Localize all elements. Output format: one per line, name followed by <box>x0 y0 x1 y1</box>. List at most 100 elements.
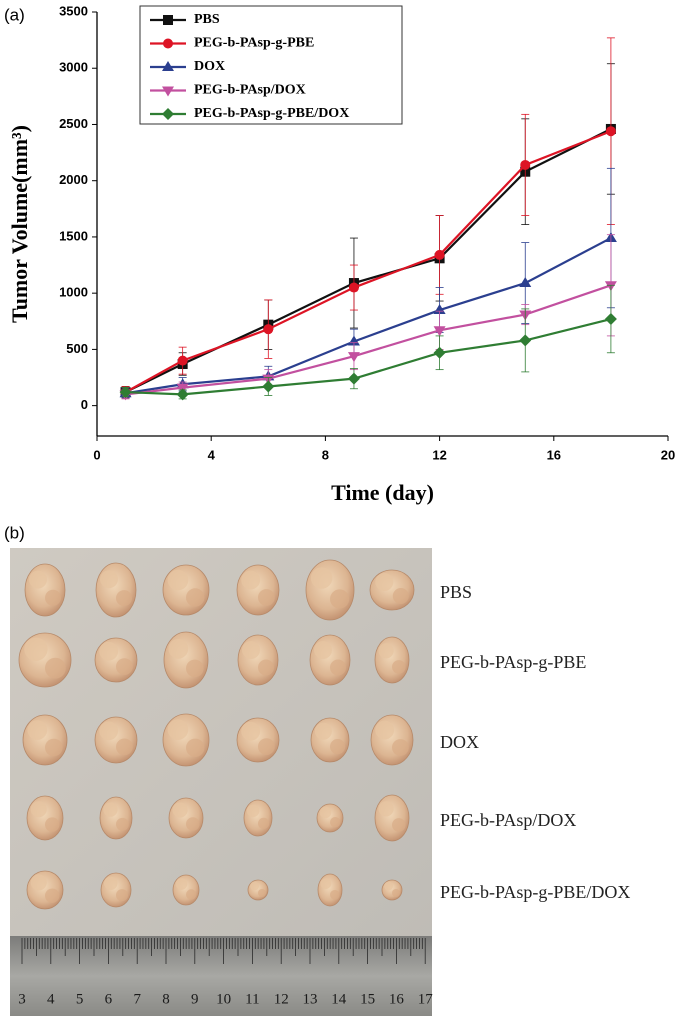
y-tick-label: 3500 <box>59 3 88 18</box>
tumor-lobe <box>172 802 188 818</box>
marker <box>519 277 532 288</box>
tumor-lobe <box>330 817 341 828</box>
tumor-lobe <box>45 589 61 606</box>
ruler-label: 9 <box>191 991 199 1007</box>
tumor-lobe <box>116 889 128 902</box>
tumor-lobe <box>258 659 274 676</box>
tumor-lobe <box>27 720 48 740</box>
marker <box>347 372 360 385</box>
y-tick-label: 1000 <box>59 285 88 300</box>
x-tick-label: 20 <box>661 447 675 462</box>
ruler-label: 4 <box>47 991 55 1007</box>
tumor-lobe <box>168 638 189 659</box>
tumor <box>94 637 138 683</box>
tumor <box>236 717 280 763</box>
marker <box>348 282 359 293</box>
row-label: PBS <box>440 582 472 602</box>
tumor-lobe <box>45 817 60 832</box>
tumor <box>162 564 210 616</box>
tumor-lobe <box>319 806 332 819</box>
tumor-lobe <box>258 738 275 755</box>
x-tick-label: 4 <box>208 447 216 462</box>
tumor-lobe <box>314 722 332 740</box>
tumor-lobe <box>330 739 346 755</box>
tumor <box>305 559 355 621</box>
x-tick-label: 0 <box>93 447 100 462</box>
ruler-label: 5 <box>76 991 84 1007</box>
tumor-lobe <box>29 570 47 589</box>
tumor-lobe <box>167 719 189 740</box>
marker <box>263 324 274 335</box>
tumor <box>247 879 269 901</box>
tumor <box>317 873 343 907</box>
marker <box>520 159 531 170</box>
marker <box>176 388 189 401</box>
tumor-lobe <box>116 658 133 675</box>
row-label: PEG-b-PAsp-g-PBE <box>440 652 586 672</box>
panel-label: (b) <box>4 523 25 542</box>
marker <box>605 126 616 137</box>
tumor-lobe <box>392 889 400 897</box>
y-tick-label: 0 <box>81 397 88 412</box>
tumor <box>237 634 279 686</box>
tumor-lobe <box>24 637 48 661</box>
marker <box>519 334 532 347</box>
marker <box>177 355 188 366</box>
tumor-lobe <box>378 801 394 817</box>
tumor-lobe <box>104 876 118 890</box>
legend-marker <box>162 61 174 71</box>
tumor <box>99 796 133 840</box>
marker <box>604 313 617 326</box>
tumor <box>309 634 351 686</box>
legend-marker <box>163 15 173 25</box>
tumor-lobe <box>246 804 260 818</box>
tumor <box>163 631 209 689</box>
ruler-label: 15 <box>360 991 375 1007</box>
tumor-lobe <box>186 659 204 678</box>
tumor-lobe <box>99 721 119 741</box>
tumor-lobe <box>258 889 266 897</box>
tumor-lobe <box>310 567 333 589</box>
tumor-lobe <box>330 659 346 676</box>
y-tick-label: 2500 <box>59 116 88 131</box>
tumor-lobe <box>45 738 63 757</box>
tumor-lobe <box>378 643 394 659</box>
legend-marker <box>162 86 174 97</box>
tumor <box>370 714 414 766</box>
tumor-lobe <box>392 739 409 756</box>
tumor-lobe <box>103 802 118 817</box>
tumor-lobe <box>30 874 47 891</box>
tumor <box>243 799 273 837</box>
tumor <box>94 716 138 764</box>
y-tick-label: 1500 <box>59 228 88 243</box>
ruler-label: 8 <box>162 991 170 1007</box>
tumor-lobe <box>250 881 259 891</box>
tumor-lobe <box>258 817 270 830</box>
tumor-lobe <box>45 888 60 903</box>
tumor-lobe <box>241 570 261 590</box>
row-label: PEG-b-PAsp-g-PBE/DOX <box>440 882 630 902</box>
y-tick-label: 500 <box>66 341 88 356</box>
tumor-lobe <box>186 588 205 607</box>
tumor-lobe <box>30 801 47 818</box>
marker <box>434 249 445 260</box>
legend-label: PEG-b-PAsp/DOX <box>194 83 306 98</box>
tumor <box>162 713 210 767</box>
tumor-lobe <box>116 738 133 756</box>
tumor <box>26 870 64 910</box>
tumor-lobe <box>116 817 129 831</box>
tumor-lobe <box>320 878 332 889</box>
legend-label: DOX <box>194 59 225 74</box>
tumor-lobe <box>258 589 275 606</box>
ruler-label: 11 <box>245 991 259 1007</box>
tumor-lobe <box>186 817 200 831</box>
tumor-lobe <box>100 570 118 589</box>
tumor <box>26 795 64 841</box>
ruler-label: 7 <box>133 991 141 1007</box>
tumor <box>374 636 410 684</box>
x-tick-label: 16 <box>547 447 561 462</box>
ruler-label: 3 <box>18 991 26 1007</box>
tumor <box>18 632 72 688</box>
series-line <box>125 284 612 396</box>
